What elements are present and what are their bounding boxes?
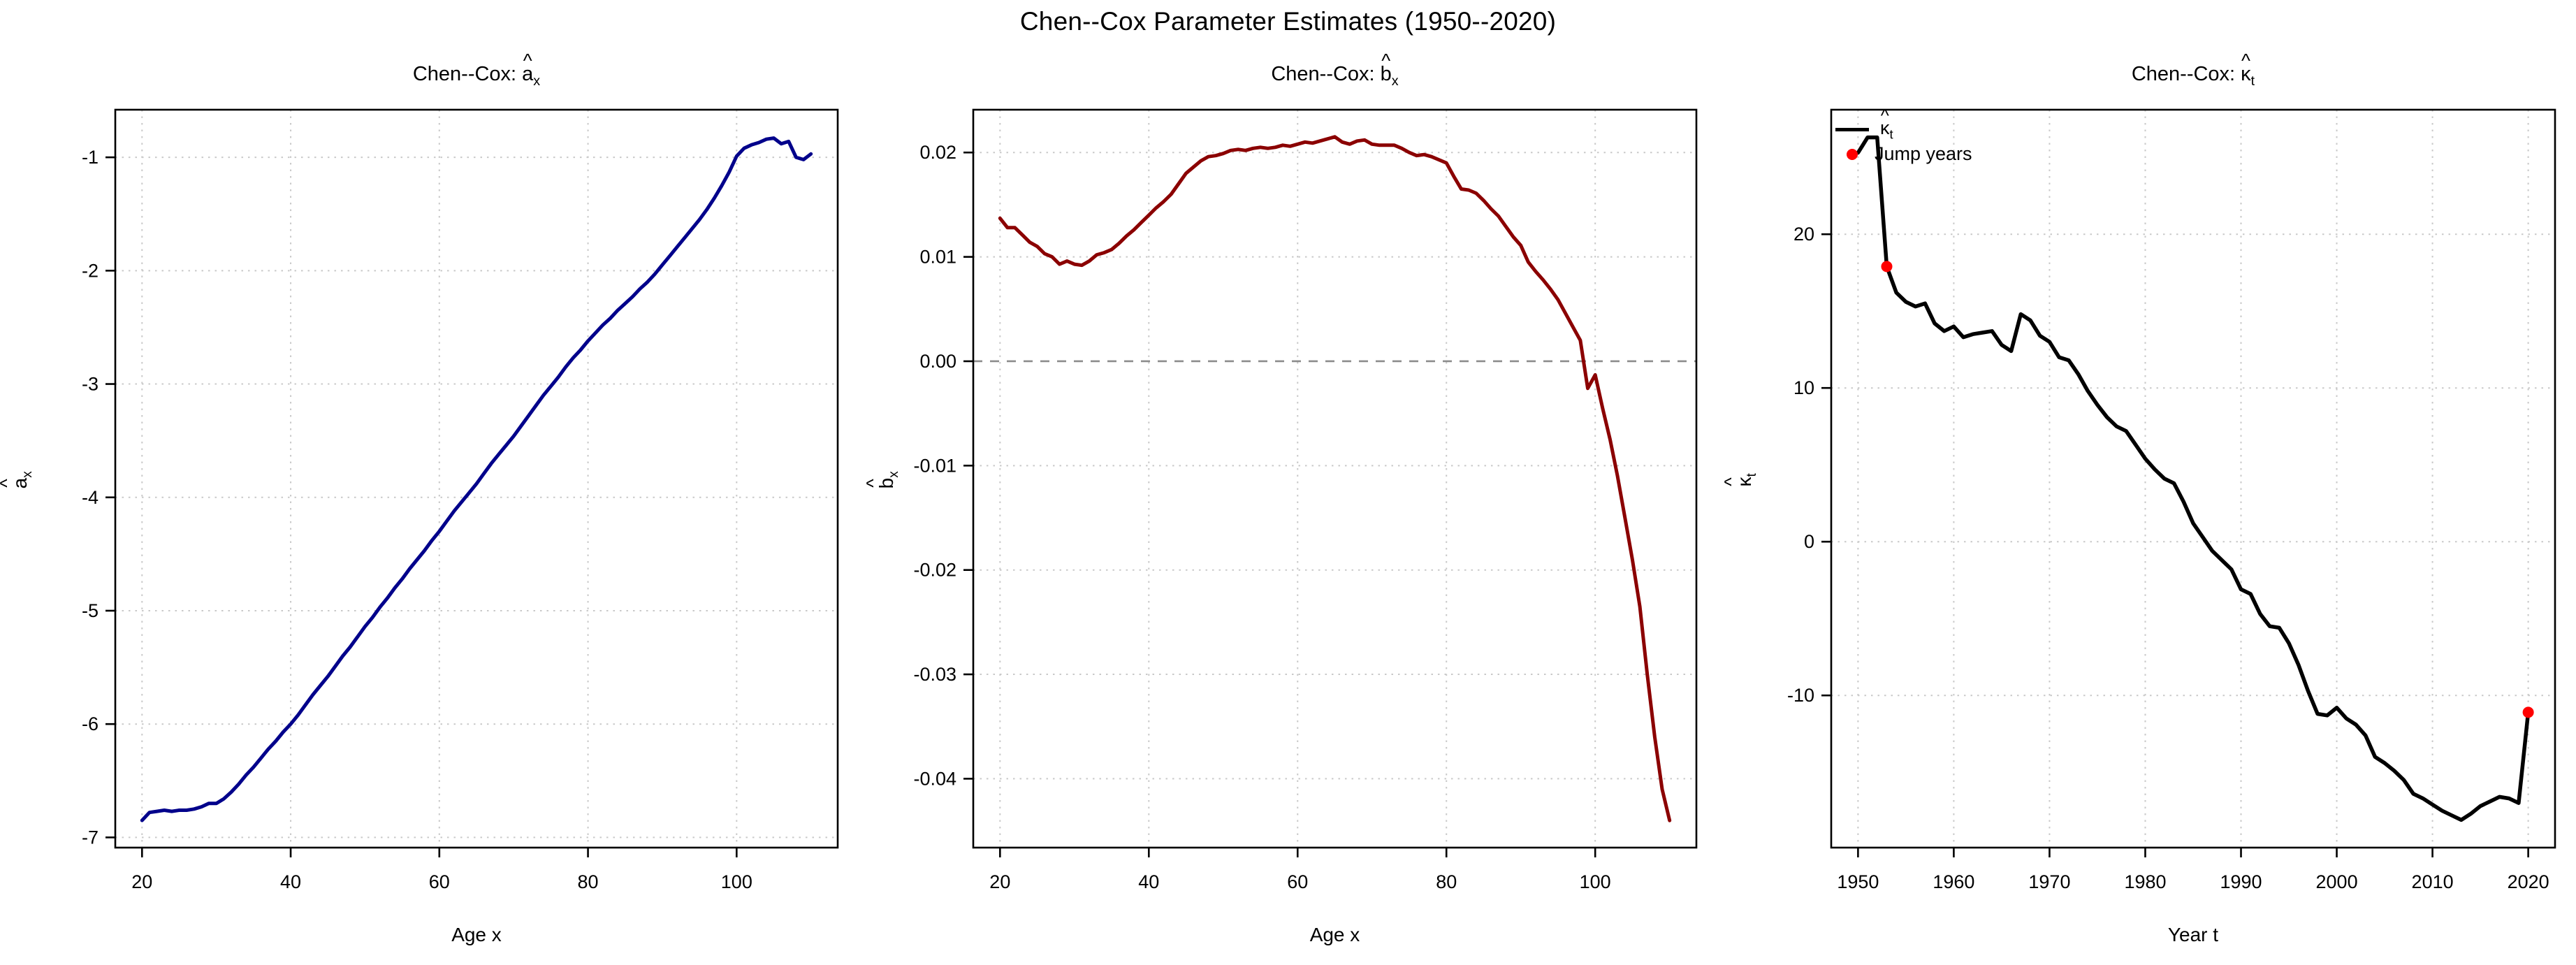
- plot-box: [1830, 108, 2556, 849]
- x-tick-label: 40: [1138, 871, 1159, 892]
- y-tick-label: -5: [82, 600, 99, 621]
- panel-kappa: 1950 1960 1970 1980 1990 2000 2010 2020 -10 0 10 20: [1787, 108, 2556, 892]
- ax-series-line: [140, 136, 813, 822]
- x-tick-label: 2000: [2316, 871, 2358, 892]
- bx-series-line: [998, 135, 1672, 822]
- y-tick-label: -2: [82, 260, 99, 281]
- y-tick-label: -7: [82, 827, 99, 848]
- kappa-series-line: [1856, 135, 2531, 822]
- page-title: Chen--Cox Parameter Estimates (1950--202…: [1019, 7, 1557, 36]
- panel-title-ax-prefix: Chen--Cox:: [412, 63, 523, 85]
- x-tick-label: 60: [1287, 871, 1308, 892]
- x-tick-label: 1980: [2124, 871, 2166, 892]
- y-axis-label-ax: ^ax: [0, 438, 36, 522]
- y-tick-label: -4: [82, 487, 99, 508]
- x-tick-label: 2020: [2508, 871, 2549, 892]
- panel-title-bx-prefix: Chen--Cox:: [1271, 63, 1381, 85]
- x-tick-label: 60: [429, 871, 450, 892]
- y-tick-label: 10: [1793, 377, 1814, 398]
- jump-year-point: [2522, 706, 2534, 718]
- kappa-legend: ^ κt Jump years: [1835, 106, 1972, 166]
- plot-box: [972, 108, 1698, 849]
- y-tick-label: -0.03: [913, 664, 956, 685]
- x-tick-label: 40: [280, 871, 301, 892]
- axis-tick-labels: 20 40 60 80 100 -0.04 -0.03 -0.02 -0.01 0.00 0.01 0…: [913, 142, 1610, 892]
- y-tick-label: -3: [82, 374, 99, 395]
- y-tick-label: -10: [1787, 685, 1814, 706]
- jump-year-legend-dot-icon: [1847, 148, 1858, 160]
- y-tick-label: -6: [82, 713, 99, 734]
- axis-ticks: [105, 156, 738, 857]
- x-tick-label: 1950: [1837, 871, 1879, 892]
- axis-tick-labels: 1950 1960 1970 1980 1990 2000 2010 2020 -10 0 10 20: [1787, 224, 2549, 892]
- y-tick-label: 20: [1793, 224, 1814, 245]
- x-tick-label: 80: [1436, 871, 1457, 892]
- gridlines: [1831, 110, 2555, 848]
- a-hat-symbol: ^ a: [522, 49, 534, 85]
- hat-accent: ^: [523, 49, 532, 71]
- y-tick-label: 0.00: [919, 351, 956, 372]
- b-hat-symbol: ^ b: [1380, 49, 1392, 85]
- x-tick-label: 1990: [2220, 871, 2262, 892]
- y-tick-label: -1: [82, 147, 99, 168]
- x-tick-label: 1970: [2028, 871, 2070, 892]
- legend-entry-kappa-line: ^ κt: [1835, 106, 1972, 142]
- y-tick-label: -0.01: [913, 455, 956, 476]
- legend-jump-years-label: Jump years: [1875, 143, 1972, 164]
- legend-kappa-label: ^ κt: [1880, 106, 1893, 142]
- y-axis-label-bx: ^ bx: [862, 471, 901, 489]
- y-axis-label-kappa: ^ κt: [1720, 473, 1759, 487]
- y-tick-label: -0.02: [913, 560, 956, 581]
- x-tick-label: 1960: [1933, 871, 1974, 892]
- x-axis-label-ax: Age x: [451, 924, 502, 945]
- hat-accent: ^: [1381, 49, 1391, 71]
- legend-entry-jump-years: Jump years: [1835, 142, 1972, 166]
- panel-ax: 20 40 60 80 100 -7 -6 -5 -4 -3 -2 -1: [82, 108, 839, 892]
- axis-ticks: [1821, 233, 2529, 857]
- y-tick-label: 0: [1804, 531, 1814, 552]
- hat-accent: ^: [862, 479, 884, 488]
- x-axis-label-kappa: Year t: [2167, 924, 2219, 945]
- panel-title-ax: Chen--Cox: ^ ax: [412, 49, 541, 89]
- x-tick-label: 100: [721, 871, 752, 892]
- plot-box: [114, 108, 839, 849]
- gridlines: [973, 110, 1696, 848]
- hat-accent: ^: [2241, 49, 2250, 71]
- x-tick-label: 20: [131, 871, 152, 892]
- gridlines: [115, 110, 838, 848]
- y-tick-label: -0.04: [913, 768, 956, 789]
- panel-title-bx: Chen--Cox: ^ bx: [1271, 49, 1399, 89]
- axis-tick-labels: 20 40 60 80 100 -7 -6 -5 -4 -3 -2 -1: [82, 147, 752, 892]
- x-tick-label: 80: [578, 871, 599, 892]
- panel-title-kappa: Chen--Cox: ^ κt: [2131, 49, 2255, 89]
- legend-line-sample: [1835, 128, 1869, 131]
- hat-accent: ^: [1880, 106, 1889, 126]
- y-tick-label: 0.01: [919, 247, 956, 268]
- panel-title-kappa-prefix: Chen--Cox:: [2131, 63, 2241, 85]
- axis-ticks: [963, 151, 1596, 857]
- hat-accent: ^: [1720, 477, 1742, 486]
- x-tick-label: 20: [989, 871, 1010, 892]
- hat-accent: ^: [0, 479, 17, 487]
- jump-year-point: [1881, 261, 1893, 273]
- x-tick-label: 2010: [2412, 871, 2454, 892]
- kappa-hat-symbol: ^ κ: [2241, 49, 2251, 85]
- panel-bx: 20 40 60 80 100 -0.04 -0.03 -0.02 -0.01 0.00 0.01 0…: [913, 108, 1698, 892]
- x-tick-label: 100: [1580, 871, 1611, 892]
- y-tick-label: 0.02: [919, 142, 956, 163]
- x-axis-label-bx: Age x: [1309, 924, 1360, 945]
